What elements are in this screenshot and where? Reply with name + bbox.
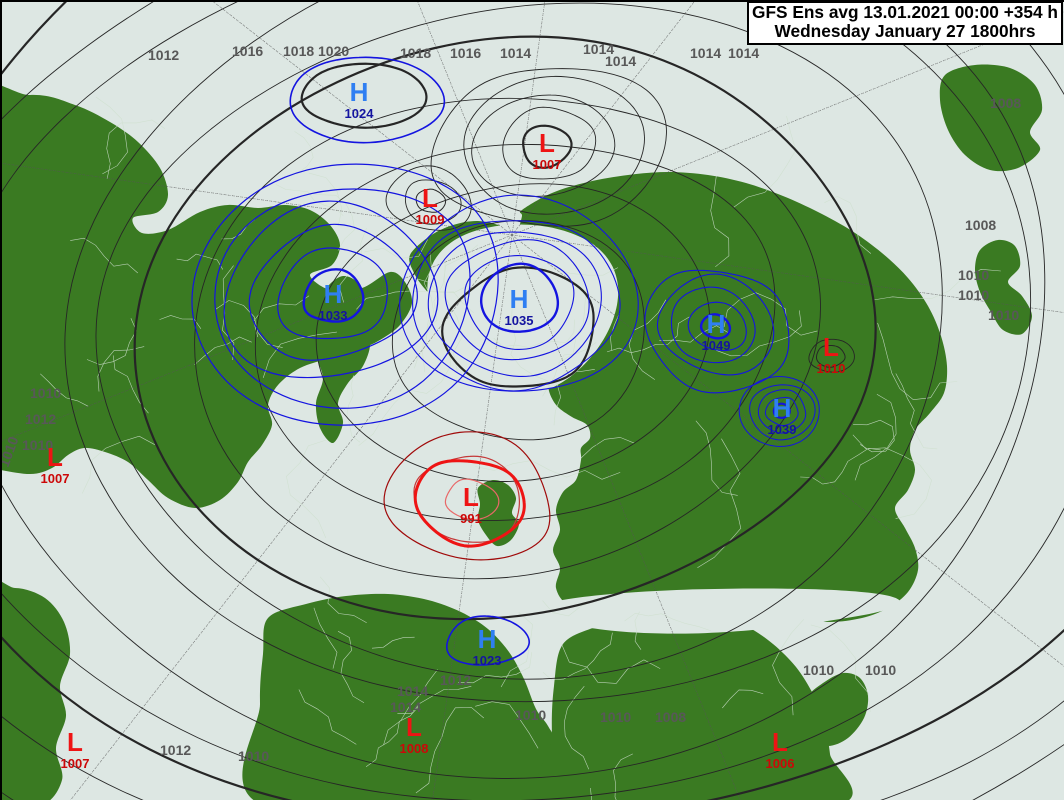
- svg-text:1010: 1010: [865, 662, 896, 678]
- svg-text:1009: 1009: [416, 212, 445, 227]
- svg-text:L: L: [67, 727, 83, 757]
- svg-text:1008: 1008: [400, 741, 429, 756]
- svg-text:1010: 1010: [30, 385, 61, 401]
- svg-text:1018: 1018: [400, 45, 431, 61]
- svg-text:1016: 1016: [232, 43, 263, 59]
- svg-text:1018: 1018: [283, 43, 314, 59]
- svg-text:L: L: [406, 712, 422, 742]
- svg-text:1014: 1014: [397, 683, 428, 699]
- svg-text:1010: 1010: [515, 707, 546, 723]
- svg-text:1008: 1008: [655, 709, 686, 725]
- svg-text:1039: 1039: [768, 422, 797, 437]
- svg-text:1010: 1010: [238, 748, 269, 764]
- svg-text:1014: 1014: [690, 45, 721, 61]
- svg-text:1024: 1024: [345, 106, 375, 121]
- svg-text:1007: 1007: [41, 471, 70, 486]
- svg-text:1023: 1023: [473, 653, 502, 668]
- svg-text:H: H: [773, 393, 792, 423]
- svg-text:L: L: [47, 442, 63, 472]
- svg-text:1014: 1014: [605, 53, 636, 69]
- svg-text:1010: 1010: [958, 267, 989, 283]
- svg-text:H: H: [350, 77, 369, 107]
- svg-text:1008: 1008: [990, 95, 1021, 111]
- svg-text:L: L: [422, 183, 438, 213]
- svg-text:1010: 1010: [817, 361, 846, 376]
- svg-text:1012: 1012: [148, 47, 179, 63]
- svg-text:GFS Ens avg 13.01.2021 00:00 +: GFS Ens avg 13.01.2021 00:00 +354 h: [752, 2, 1058, 22]
- svg-text:1014: 1014: [728, 45, 759, 61]
- svg-text:1010: 1010: [803, 662, 834, 678]
- svg-text:H: H: [707, 309, 726, 339]
- svg-text:H: H: [324, 279, 343, 309]
- svg-text:1006: 1006: [766, 756, 795, 771]
- svg-text:H: H: [478, 624, 497, 654]
- svg-text:1010: 1010: [988, 307, 1019, 323]
- svg-text:1016: 1016: [450, 45, 481, 61]
- svg-text:1035: 1035: [505, 313, 534, 328]
- svg-text:1020: 1020: [318, 43, 349, 59]
- svg-text:1008: 1008: [965, 217, 996, 233]
- svg-text:1010: 1010: [958, 287, 989, 303]
- svg-text:L: L: [772, 727, 788, 757]
- svg-text:L: L: [539, 128, 555, 158]
- svg-text:1014: 1014: [500, 45, 531, 61]
- svg-text:1012: 1012: [160, 742, 191, 758]
- svg-text:Wednesday January 27 1800hrs: Wednesday January 27 1800hrs: [775, 21, 1036, 41]
- svg-text:L: L: [823, 332, 839, 362]
- svg-text:1033: 1033: [319, 308, 348, 323]
- svg-text:1010: 1010: [600, 709, 631, 725]
- svg-text:H: H: [510, 284, 529, 314]
- svg-text:991: 991: [460, 511, 482, 526]
- svg-text:L: L: [463, 482, 479, 512]
- svg-text:1012: 1012: [440, 672, 471, 688]
- svg-text:1007: 1007: [533, 157, 562, 172]
- svg-text:1012: 1012: [25, 411, 56, 427]
- svg-text:1007: 1007: [61, 756, 90, 771]
- svg-text:1049: 1049: [702, 338, 731, 353]
